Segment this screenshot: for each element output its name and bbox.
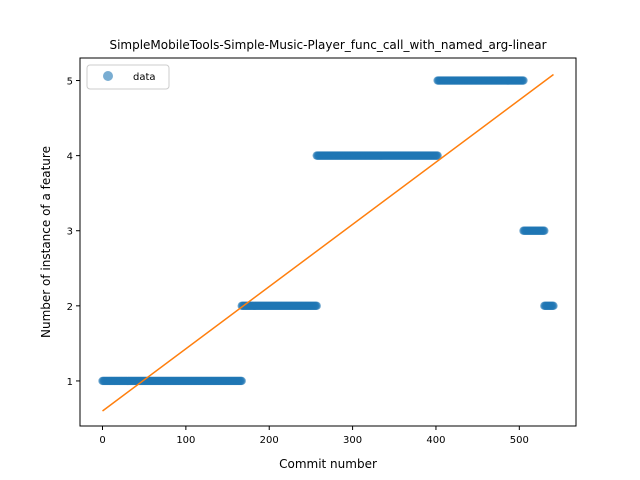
y-axis-label: Number of instance of a feature	[39, 146, 53, 338]
x-axis: 0 100 200 300 400 500	[99, 426, 529, 446]
x-tick-label: 400	[426, 435, 445, 446]
fit-line	[102, 73, 554, 412]
legend-marker	[103, 71, 113, 81]
data-point	[433, 151, 442, 160]
legend: data	[86, 64, 170, 90]
x-tick-label: 500	[510, 435, 529, 446]
data-point	[519, 76, 528, 85]
y-tick-label: 2	[67, 302, 73, 313]
plot-frame	[79, 57, 577, 427]
data-point	[237, 376, 246, 386]
legend-box	[86, 64, 170, 90]
y-tick-label: 5	[67, 77, 73, 88]
y-tick-label: 3	[67, 227, 73, 238]
data-point	[312, 301, 321, 311]
x-tick-label: 0	[99, 435, 105, 446]
x-tick-label: 200	[260, 435, 279, 446]
y-tick-label: 4	[67, 152, 73, 163]
chart-title: SimpleMobileTools-Simple-Music-Player_fu…	[109, 38, 546, 52]
legend-label-data: data	[133, 72, 156, 83]
y-axis: 1 2 3 4 5	[67, 77, 80, 388]
x-axis-label: Commit number	[279, 457, 377, 471]
x-tick-label: 300	[343, 435, 362, 446]
y-tick-label: 1	[67, 377, 73, 388]
plot-area	[98, 73, 558, 412]
x-tick-label: 100	[176, 435, 195, 446]
data-point	[540, 226, 549, 235]
data-point	[549, 301, 558, 311]
